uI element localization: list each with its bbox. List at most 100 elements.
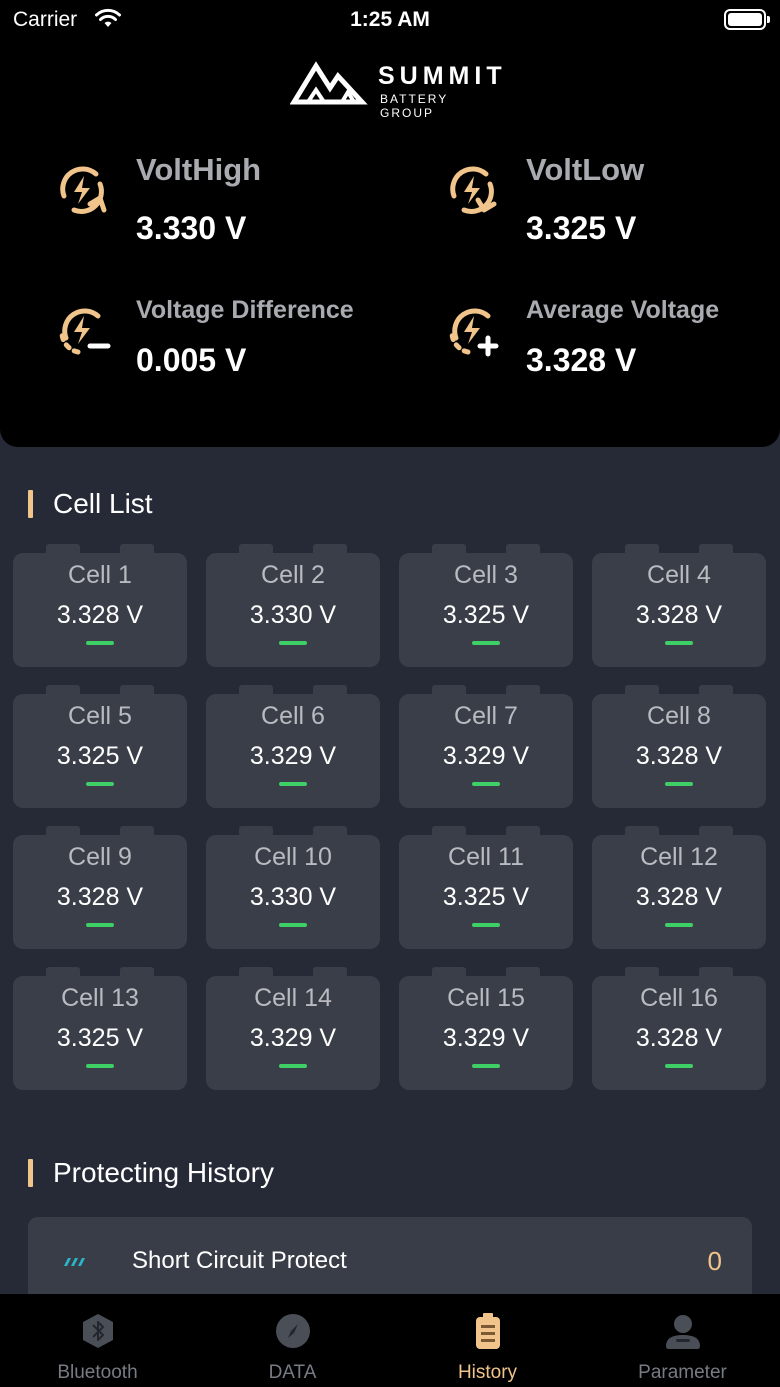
cell-body (13, 694, 187, 808)
cell-status-indicator (665, 923, 693, 927)
bluetooth-icon (83, 1314, 113, 1348)
cell-body (399, 976, 573, 1090)
cell-card[interactable]: Cell 7 3.329 V (399, 685, 573, 808)
cell-card[interactable]: Cell 16 3.328 V (592, 967, 766, 1090)
cell-card[interactable]: Cell 15 3.329 V (399, 967, 573, 1090)
cell-body (13, 553, 187, 667)
battery-icon (476, 1313, 500, 1349)
cell-name: Cell 9 (68, 843, 132, 871)
cell-name: Cell 6 (261, 702, 325, 730)
stat-volt-low: VoltLow 3.325 V (442, 152, 780, 262)
tab-bluetooth[interactable]: Bluetooth (0, 1294, 195, 1387)
cell-voltage: 3.325 V (56, 1024, 144, 1052)
cell-card[interactable]: Cell 13 3.325 V (13, 967, 187, 1090)
brand-subtitle: BATTERY GROUP (380, 92, 449, 120)
cell-name: Cell 13 (61, 984, 139, 1012)
compass-icon (276, 1314, 310, 1348)
cell-card[interactable]: Cell 8 3.328 V (592, 685, 766, 808)
cell-card[interactable]: Cell 4 3.328 V (592, 544, 766, 667)
cell-status-indicator (665, 1064, 693, 1068)
cell-voltage: 3.325 V (442, 883, 530, 911)
cell-card[interactable]: Cell 12 3.328 V (592, 826, 766, 949)
cell-status-indicator (279, 1064, 307, 1068)
cell-status-indicator (472, 641, 500, 645)
cell-status-indicator (472, 782, 500, 786)
watermark (190, 680, 203, 725)
cell-voltage: 3.329 V (442, 1024, 530, 1052)
cell-body (206, 835, 380, 949)
stat-average-voltage: Average Voltage 3.328 V (442, 292, 780, 402)
voltage-difference-label: Voltage Difference (136, 296, 354, 324)
cell-name: Cell 12 (640, 843, 718, 871)
cell-name: Cell 8 (647, 702, 711, 730)
tab-label: Parameter (638, 1362, 727, 1383)
cell-status-indicator (665, 782, 693, 786)
cell-card[interactable]: Cell 11 3.325 V (399, 826, 573, 949)
user-icon (666, 1315, 700, 1349)
battery-status-icon (724, 9, 770, 30)
tab-data[interactable]: DATA (195, 1294, 390, 1387)
cell-voltage: 3.330 V (249, 601, 337, 629)
volt-low-label: VoltLow (526, 152, 645, 187)
cell-body (206, 976, 380, 1090)
section-marker (28, 490, 33, 518)
cell-card[interactable]: Cell 5 3.325 V (13, 685, 187, 808)
stat-volt-high: VoltHigh 3.330 V (52, 152, 412, 262)
cell-card[interactable]: Cell 14 3.329 V (206, 967, 380, 1090)
carrier-label: Carrier (13, 8, 78, 31)
cell-name: Cell 7 (454, 702, 518, 730)
cell-body (399, 835, 573, 949)
cell-card[interactable]: Cell 10 3.330 V (206, 826, 380, 949)
lightning-cycle-up-icon (60, 166, 107, 214)
cell-body (592, 835, 766, 949)
cell-status-indicator (472, 923, 500, 927)
cell-voltage: 3.328 V (56, 883, 144, 911)
cell-voltage: 3.328 V (635, 601, 723, 629)
voltage-difference-value: 0.005 V (136, 342, 247, 378)
volt-high-value: 3.330 V (136, 210, 247, 246)
cell-card[interactable]: Cell 6 3.329 V (206, 685, 380, 808)
volt-high-label: VoltHigh (136, 152, 262, 187)
cell-name: Cell 14 (254, 984, 332, 1012)
cell-list-heading: Cell List (28, 488, 153, 520)
cell-status-indicator (86, 782, 114, 786)
stat-voltage-difference: Voltage Difference 0.005 V (52, 292, 412, 402)
brand-name: SUMMIT (378, 62, 507, 90)
cell-status-indicator (665, 641, 693, 645)
cell-body (206, 553, 380, 667)
cell-name: Cell 3 (454, 561, 518, 589)
cell-status-indicator (279, 782, 307, 786)
volt-low-value: 3.325 V (526, 210, 637, 246)
lightning-minus-icon (59, 308, 111, 355)
protect-row-short-circuit[interactable]: Short Circuit Protect 0 (28, 1217, 752, 1307)
cell-name: Cell 16 (640, 984, 718, 1012)
cell-list-title: Cell List (53, 488, 153, 519)
cell-body (13, 835, 187, 949)
cell-name: Cell 10 (254, 843, 332, 871)
cell-body (592, 553, 766, 667)
cell-body (206, 694, 380, 808)
cell-card[interactable]: Cell 3 3.325 V (399, 544, 573, 667)
cell-status-indicator (86, 641, 114, 645)
cell-card[interactable]: Cell 9 3.328 V (13, 826, 187, 949)
cell-body (399, 553, 573, 667)
cell-name: Cell 4 (647, 561, 711, 589)
cell-voltage: 3.328 V (635, 1024, 723, 1052)
cell-card[interactable]: Cell 2 3.330 V (206, 544, 380, 667)
tab-bar: Bluetooth DATA History Parameter (0, 1294, 780, 1387)
tab-history[interactable]: History (390, 1294, 585, 1387)
tab-parameter[interactable]: Parameter (585, 1294, 780, 1387)
cell-voltage: 3.328 V (635, 742, 723, 770)
cell-card[interactable]: Cell 1 3.328 V (13, 544, 187, 667)
cell-voltage: 3.329 V (442, 742, 530, 770)
cell-name: Cell 11 (448, 843, 524, 871)
cell-status-indicator (86, 1064, 114, 1068)
clock: 1:25 AM (350, 8, 430, 31)
cell-status-indicator (86, 923, 114, 927)
short-circuit-icon (64, 1258, 85, 1266)
status-bar: Carrier 1:25 AM (0, 0, 780, 40)
cell-voltage: 3.325 V (56, 742, 144, 770)
protecting-history-title: Protecting History (53, 1157, 274, 1188)
lightning-cycle-down-icon (450, 166, 497, 214)
wifi-icon (95, 8, 121, 27)
